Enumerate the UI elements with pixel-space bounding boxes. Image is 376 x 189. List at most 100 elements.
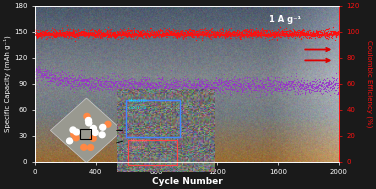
Point — [280, 82, 286, 85]
Point — [114, 33, 120, 36]
Point — [37, 70, 43, 73]
Point — [174, 80, 180, 83]
Point — [249, 36, 255, 39]
Point — [215, 32, 221, 35]
Point — [247, 89, 253, 92]
Point — [40, 76, 46, 79]
Point — [130, 80, 136, 83]
Point — [173, 29, 179, 33]
Point — [112, 81, 118, 84]
Point — [179, 33, 185, 36]
Point — [321, 84, 327, 88]
Point — [243, 30, 249, 33]
Point — [64, 81, 70, 84]
Point — [243, 31, 249, 34]
Point — [132, 88, 138, 91]
Point — [302, 32, 308, 35]
Point — [45, 34, 51, 37]
Point — [79, 79, 85, 82]
Point — [283, 32, 289, 35]
Point — [265, 33, 271, 36]
Point — [261, 84, 267, 87]
Point — [111, 34, 117, 37]
Point — [284, 75, 290, 78]
Point — [248, 82, 254, 85]
Point — [299, 32, 305, 35]
Point — [35, 34, 41, 37]
Point — [232, 33, 238, 36]
Point — [326, 79, 332, 82]
Point — [197, 33, 203, 36]
Point — [138, 32, 144, 35]
Point — [127, 32, 133, 35]
Point — [55, 31, 61, 34]
Point — [196, 33, 202, 36]
Point — [198, 33, 204, 36]
Point — [127, 78, 133, 81]
Point — [267, 32, 273, 35]
Point — [278, 89, 284, 92]
Point — [258, 33, 264, 36]
Point — [274, 38, 280, 41]
Point — [186, 34, 192, 37]
Point — [166, 33, 172, 36]
Point — [303, 33, 309, 36]
Point — [154, 33, 160, 36]
Point — [163, 81, 169, 84]
Point — [41, 35, 47, 38]
Point — [275, 87, 281, 90]
Point — [62, 31, 68, 34]
Point — [305, 33, 311, 36]
Point — [252, 34, 258, 37]
Point — [39, 72, 45, 75]
Point — [176, 33, 182, 36]
Point — [240, 34, 246, 37]
Point — [247, 33, 253, 36]
Point — [83, 34, 89, 37]
Point — [138, 35, 144, 38]
Point — [70, 81, 76, 84]
Point — [309, 32, 315, 35]
Point — [235, 33, 241, 36]
Point — [327, 33, 333, 36]
Point — [224, 87, 230, 90]
Point — [64, 33, 70, 36]
Point — [87, 87, 93, 90]
Point — [293, 33, 299, 36]
Point — [138, 33, 144, 36]
Point — [109, 33, 115, 36]
Point — [329, 86, 335, 89]
Point — [160, 32, 166, 35]
Point — [164, 31, 170, 34]
Point — [69, 86, 75, 89]
Point — [315, 86, 321, 89]
Point — [227, 31, 233, 34]
Point — [117, 32, 123, 35]
Point — [126, 34, 132, 37]
Point — [278, 33, 284, 36]
Point — [262, 32, 268, 35]
Point — [325, 33, 331, 36]
Point — [63, 31, 69, 34]
Point — [328, 36, 334, 39]
Point — [291, 33, 297, 36]
Point — [161, 86, 167, 89]
Point — [123, 82, 129, 85]
Point — [265, 33, 271, 36]
Point — [192, 33, 198, 36]
Point — [152, 81, 158, 84]
Point — [268, 34, 274, 37]
Point — [83, 30, 89, 33]
Point — [64, 33, 70, 36]
Point — [238, 30, 244, 33]
Point — [196, 33, 202, 36]
Point — [266, 84, 272, 87]
Point — [311, 32, 317, 35]
Point — [183, 34, 189, 37]
Point — [162, 79, 168, 82]
Point — [297, 33, 303, 36]
Point — [184, 87, 190, 90]
Point — [129, 29, 135, 32]
Point — [176, 28, 182, 31]
Point — [85, 31, 91, 34]
